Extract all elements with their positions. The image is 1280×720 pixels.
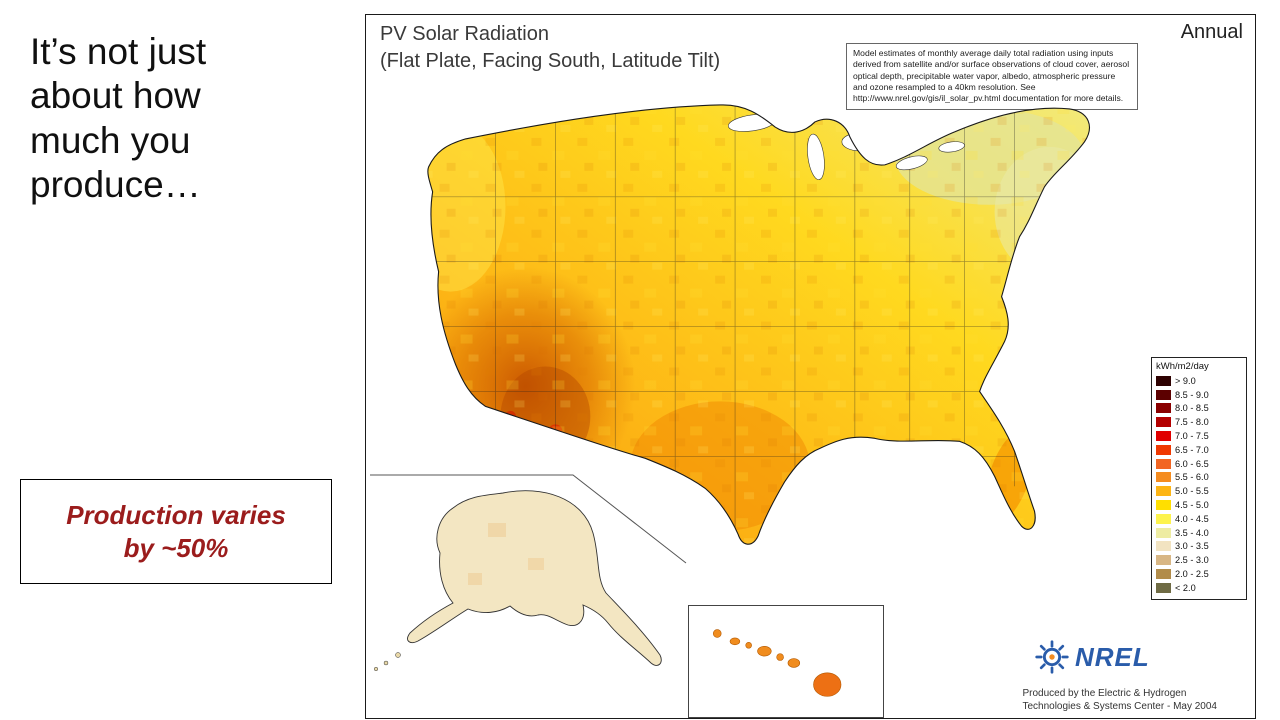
alaska-shape	[407, 490, 662, 666]
alaska-inset-map	[370, 474, 687, 672]
credit-line1: Produced by the Electric & Hydrogen	[1022, 688, 1187, 699]
legend-row: 6.5 - 7.0	[1156, 443, 1242, 457]
legend-row: 7.0 - 7.5	[1156, 429, 1242, 443]
legend-swatch	[1156, 527, 1171, 538]
legend-row: > 9.0	[1156, 374, 1242, 388]
legend-swatch	[1156, 555, 1171, 566]
aleutian-islands	[373, 652, 401, 672]
legend-swatch	[1156, 513, 1171, 524]
legend-label: 3.0 - 3.5	[1175, 541, 1209, 552]
legend-row: 3.0 - 3.5	[1156, 540, 1242, 554]
legend-swatch	[1156, 444, 1171, 455]
legend-swatch	[1156, 472, 1171, 483]
state-borders	[427, 104, 1090, 545]
legend-label: 7.0 - 7.5	[1175, 431, 1209, 442]
legend-swatch	[1156, 500, 1171, 511]
legend-label: 8.0 - 8.5	[1175, 403, 1209, 414]
legend: kWh/m2/day > 9.0 8.5 - 9.0 8.0 - 8.5 7.5…	[1151, 357, 1247, 600]
legend-row: < 2.0	[1156, 581, 1242, 595]
legend-label: 8.5 - 9.0	[1175, 389, 1209, 400]
us-outline	[427, 104, 1090, 545]
legend-label: > 9.0	[1175, 375, 1196, 386]
legend-swatch	[1156, 417, 1171, 428]
legend-label: 6.5 - 7.0	[1175, 444, 1209, 455]
legend-label: < 2.0	[1175, 582, 1196, 593]
callout-box: Production varies by ~50%	[20, 479, 332, 584]
map-title-line1: PV Solar Radiation	[380, 23, 549, 45]
legend-row: 8.0 - 8.5	[1156, 402, 1242, 416]
model-notes: Model estimates of monthly average daily…	[846, 43, 1138, 110]
legend-swatch	[1156, 375, 1171, 386]
legend-label: 2.0 - 2.5	[1175, 569, 1209, 580]
hawaii-inset-map	[713, 629, 842, 697]
legend-swatch	[1156, 569, 1171, 580]
legend-label: 2.5 - 3.0	[1175, 555, 1209, 566]
legend-label: 3.5 - 4.0	[1175, 527, 1209, 538]
map-figure: PV Solar Radiation (Flat Plate, Facing S…	[365, 14, 1256, 719]
nrel-sun-icon	[1035, 640, 1069, 674]
period-label: Annual	[1180, 21, 1243, 43]
credit: Produced by the Electric & Hydrogen Tech…	[1022, 687, 1217, 713]
legend-row: 5.5 - 6.0	[1156, 471, 1242, 485]
legend-swatch	[1156, 458, 1171, 469]
legend-label: 6.0 - 6.5	[1175, 458, 1209, 469]
hawaii-inset-box	[688, 605, 884, 718]
us-solar-map	[427, 104, 1090, 545]
legend-label: 4.0 - 4.5	[1175, 513, 1209, 524]
legend-row: 5.0 - 5.5	[1156, 484, 1242, 498]
legend-row: 2.5 - 3.0	[1156, 553, 1242, 567]
hawaii-islands	[713, 629, 842, 697]
alaska-shading	[468, 523, 544, 585]
alaska-inset-frame	[370, 474, 687, 564]
legend-swatch	[1156, 431, 1171, 442]
callout-text: Production varies by ~50%	[66, 500, 286, 563]
legend-row: 7.5 - 8.0	[1156, 415, 1242, 429]
legend-label: 4.5 - 5.0	[1175, 500, 1209, 511]
legend-swatch	[1156, 403, 1171, 414]
legend-swatch	[1156, 541, 1171, 552]
nrel-logo: NREL	[1034, 639, 1150, 675]
legend-swatch	[1156, 486, 1171, 497]
legend-label: 5.0 - 5.5	[1175, 486, 1209, 497]
legend-label: 5.5 - 6.0	[1175, 472, 1209, 483]
legend-row: 2.0 - 2.5	[1156, 567, 1242, 581]
legend-row: 6.0 - 6.5	[1156, 457, 1242, 471]
legend-title: kWh/m2/day	[1156, 361, 1209, 372]
headline: It’s not just about how much you produce…	[30, 31, 207, 206]
legend-row: 3.5 - 4.0	[1156, 526, 1242, 540]
legend-row: 8.5 - 9.0	[1156, 388, 1242, 402]
legend-row: 4.0 - 4.5	[1156, 512, 1242, 526]
legend-label: 7.5 - 8.0	[1175, 417, 1209, 428]
map-title: PV Solar Radiation (Flat Plate, Facing S…	[380, 21, 720, 75]
credit-line2: Technologies & Systems Center - May 2004	[1022, 701, 1217, 712]
legend-row: 4.5 - 5.0	[1156, 498, 1242, 512]
legend-swatch	[1156, 582, 1171, 593]
legend-swatch	[1156, 389, 1171, 400]
nrel-logo-text: NREL	[1075, 641, 1150, 672]
map-title-line2: (Flat Plate, Facing South, Latitude Tilt…	[380, 50, 721, 72]
